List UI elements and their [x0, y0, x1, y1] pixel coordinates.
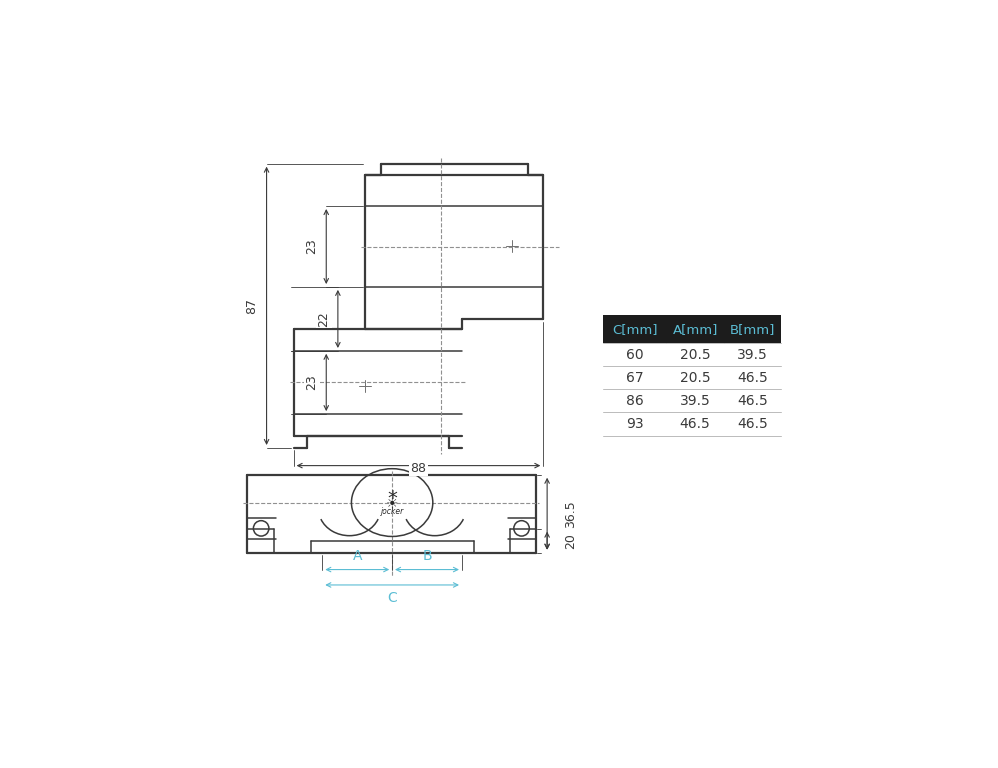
Text: 67: 67	[626, 371, 644, 385]
Text: 46.5: 46.5	[738, 371, 767, 385]
Text: C: C	[387, 591, 397, 605]
Text: 93: 93	[626, 417, 644, 431]
Text: A[mm]: A[mm]	[673, 323, 718, 336]
Text: 39.5: 39.5	[680, 394, 711, 408]
Text: B[mm]: B[mm]	[730, 323, 775, 336]
Text: B: B	[422, 549, 432, 564]
Text: *: *	[387, 489, 397, 508]
Text: 20: 20	[564, 533, 577, 548]
Text: 36.5: 36.5	[564, 500, 577, 528]
Text: jocker: jocker	[380, 508, 404, 516]
Text: 20.5: 20.5	[680, 348, 711, 362]
Text: 87: 87	[246, 298, 258, 314]
Text: 46.5: 46.5	[680, 417, 711, 431]
Text: 86: 86	[626, 394, 644, 408]
Text: 46.5: 46.5	[738, 394, 767, 408]
Text: C[mm]: C[mm]	[612, 323, 658, 336]
Text: 60: 60	[626, 348, 644, 362]
Text: 20.5: 20.5	[680, 371, 711, 385]
Text: 23: 23	[305, 375, 318, 390]
Text: 23: 23	[305, 239, 318, 254]
Text: 88: 88	[410, 462, 426, 475]
Text: 39.5: 39.5	[738, 348, 767, 362]
Text: ☀: ☀	[386, 497, 398, 511]
Text: 46.5: 46.5	[738, 417, 767, 431]
Text: A: A	[352, 549, 362, 564]
Text: 22: 22	[317, 311, 330, 327]
Bar	[603, 316, 781, 343]
